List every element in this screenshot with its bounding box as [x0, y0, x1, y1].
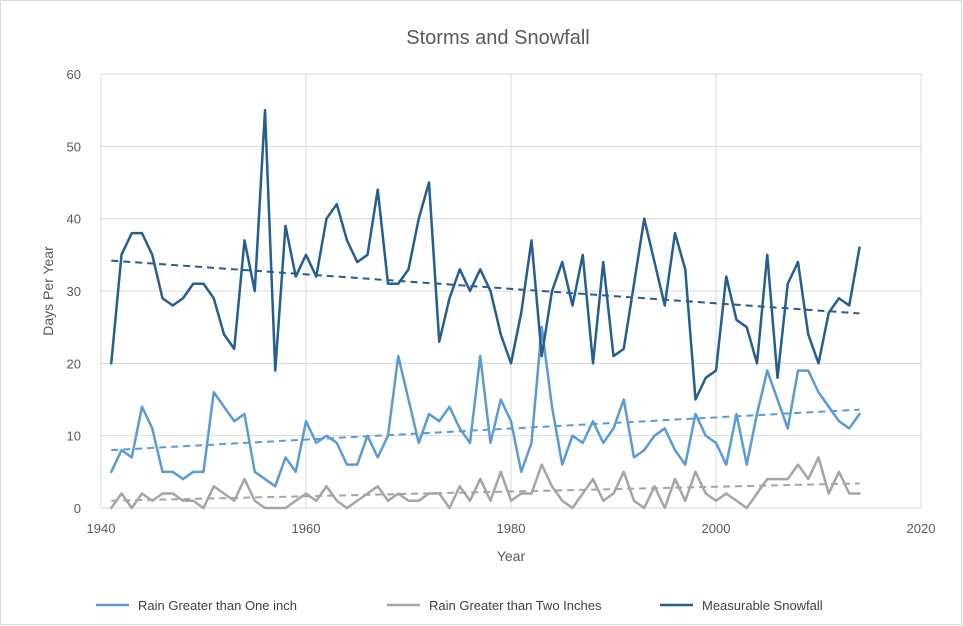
y-axis-title: Days Per Year	[40, 246, 56, 336]
y-tick-label-60: 60	[67, 67, 81, 82]
series-line-0	[110, 325, 861, 488]
tick-labels: 0 10 20 30 40 50 60 1940 1960 1980 2000 2020	[67, 67, 936, 536]
series-lines	[110, 108, 861, 510]
series-line-1	[110, 456, 861, 510]
legend: Rain Greater than One inch Rain Greater t…	[96, 598, 823, 613]
x-tick-label-1980: 1980	[497, 521, 526, 536]
x-tick-label-1960: 1960	[292, 521, 321, 536]
x-tick-label-1940: 1940	[87, 521, 116, 536]
y-tick-label-0: 0	[74, 501, 81, 516]
legend-label-1: Rain Greater than Two Inches	[429, 598, 602, 613]
legend-label-0: Rain Greater than One inch	[138, 598, 297, 613]
trendline-0	[111, 408, 860, 452]
series-line-2	[110, 108, 861, 401]
x-tick-label-2020: 2020	[907, 521, 936, 536]
x-tick-label-2000: 2000	[702, 521, 731, 536]
chart-title: Storms and Snowfall	[406, 27, 589, 49]
x-axis-title: Year	[497, 548, 526, 564]
y-tick-label-20: 20	[67, 356, 81, 371]
trendline-2	[111, 259, 860, 315]
gridlines	[100, 73, 922, 509]
y-tick-label-10: 10	[67, 429, 81, 444]
y-tick-label-40: 40	[67, 212, 81, 227]
y-tick-label-50: 50	[67, 139, 81, 154]
y-tick-label-30: 30	[67, 284, 81, 299]
legend-label-2: Measurable Snowfall	[702, 598, 823, 613]
